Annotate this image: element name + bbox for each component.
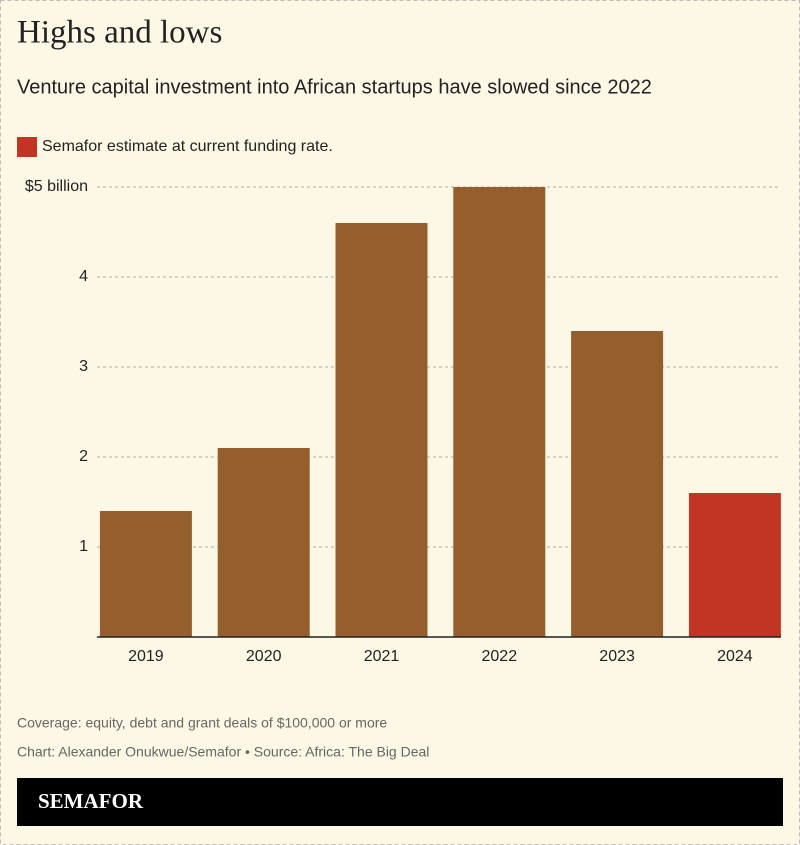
note: Chart: Alexander Onukwue/Semafor • Sourc…	[17, 744, 429, 760]
y-tick-label: 4	[79, 268, 88, 285]
brand: SEMAFOR	[38, 789, 144, 813]
x-tick-label: 2020	[246, 648, 282, 665]
x-tick-label: 2022	[482, 648, 518, 665]
y-tick-label: 3	[79, 358, 88, 375]
x-tick-label: 2023	[599, 648, 635, 665]
brand-bar	[17, 778, 783, 826]
bar	[453, 187, 546, 637]
legend-swatch	[17, 137, 37, 157]
bar	[217, 448, 310, 637]
x-tick-label: 2019	[128, 648, 164, 665]
x-tick-label: 2021	[364, 648, 400, 665]
bar	[99, 511, 192, 637]
bar	[688, 493, 781, 637]
y-tick-label: $5 billion	[25, 178, 88, 195]
legend-label: Semafor estimate at current funding rate…	[42, 138, 333, 155]
y-tick-label: 1	[79, 538, 88, 555]
x-tick-label: 2024	[717, 648, 753, 665]
bar	[335, 223, 428, 637]
chart-title: Highs and lows	[17, 15, 222, 51]
chart-subtitle: Venture capital investment into African …	[17, 76, 652, 98]
y-tick-label: 2	[79, 448, 88, 465]
bar	[571, 331, 664, 637]
note: Coverage: equity, debt and grant deals o…	[17, 715, 387, 731]
